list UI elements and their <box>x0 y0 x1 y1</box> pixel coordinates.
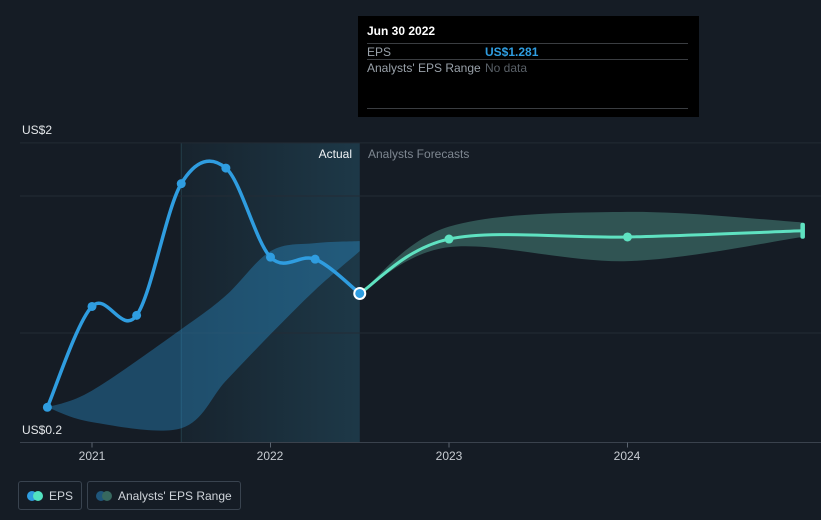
y-axis-bottom-label: US$0.2 <box>22 423 63 437</box>
eps-dot-teal <box>33 490 43 501</box>
data-point[interactable] <box>42 402 52 412</box>
legend-analysts-range-label: Analysts' EPS Range <box>118 488 232 503</box>
legend-eps-button[interactable]: EPS <box>18 481 83 510</box>
tooltip-date: Jun 30 2022 <box>367 24 436 38</box>
data-point[interactable] <box>310 254 320 264</box>
x-tick-label-2021: 2021 <box>78 449 106 463</box>
forecast-phase-label: Analysts Forecasts <box>368 147 470 161</box>
tooltip-range-value: No data <box>485 60 528 75</box>
tooltip-divider <box>367 108 688 109</box>
legend-analysts-range-button[interactable]: Analysts' EPS Range <box>87 481 241 510</box>
tooltip-eps-label: EPS <box>367 44 392 59</box>
tooltip-divider <box>367 59 688 60</box>
legend-eps-label: EPS <box>49 488 74 503</box>
eps-series-icon <box>27 490 43 501</box>
data-point[interactable] <box>221 163 231 173</box>
x-tick-label-2022: 2022 <box>256 449 284 463</box>
y-axis-top-label: US$2 <box>22 123 53 137</box>
range-dot-teal <box>102 490 112 501</box>
tooltip-row-eps: EPS US$1.281 <box>367 44 690 59</box>
actual-eps-range-band <box>47 241 360 431</box>
data-point[interactable] <box>132 310 142 320</box>
actual-phase-label: Actual <box>318 147 352 161</box>
eps-dot-blue <box>27 490 37 501</box>
hover-tooltip: Jun 30 2022 EPS US$1.281 Analysts' EPS R… <box>358 16 699 117</box>
actual-highlight-region <box>181 142 360 443</box>
data-point[interactable] <box>266 252 275 262</box>
x-tick-label-2023: 2023 <box>435 449 463 463</box>
forecast-eps-line <box>358 229 804 295</box>
forecast-eps-range-band <box>359 211 803 294</box>
forecast-end-cap <box>800 222 805 239</box>
data-point[interactable] <box>176 179 186 189</box>
tooltip-row-range: Analysts' EPS Range No data <box>367 60 690 75</box>
tooltip-eps-value: US$1.281 <box>485 44 539 59</box>
data-point[interactable] <box>623 232 632 242</box>
hovered-data-point[interactable] <box>353 286 367 300</box>
x-tick-label-2024: 2024 <box>613 449 641 463</box>
range-dot-blue <box>96 490 106 501</box>
tooltip-divider <box>367 43 688 44</box>
data-point[interactable] <box>444 234 454 244</box>
data-point[interactable] <box>87 301 97 311</box>
tooltip-range-label: Analysts' EPS Range <box>367 60 481 75</box>
analysts-range-icon <box>96 490 112 501</box>
